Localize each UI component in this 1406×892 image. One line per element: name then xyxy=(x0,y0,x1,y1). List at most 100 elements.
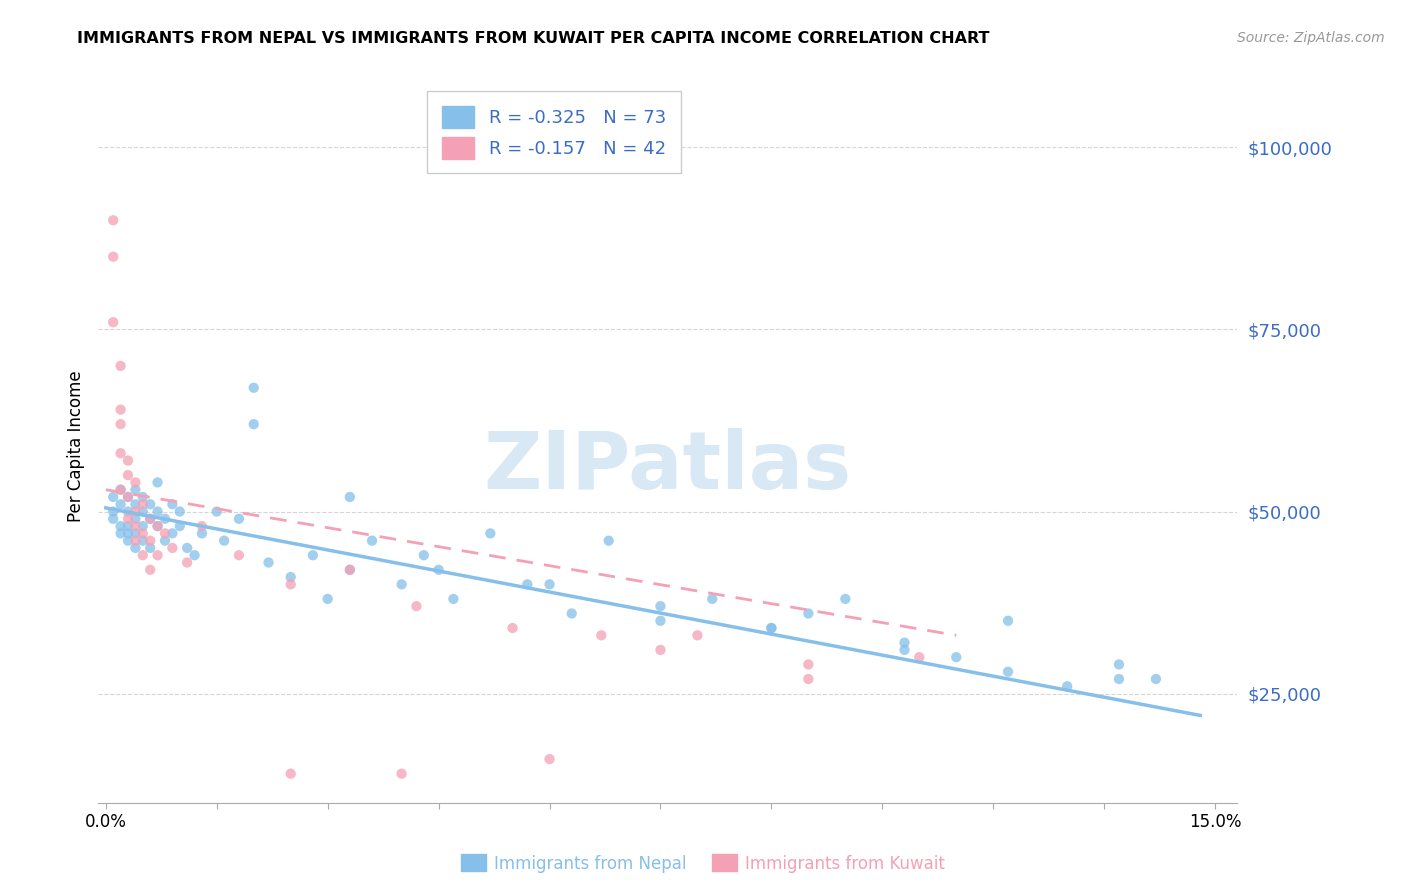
Point xyxy=(124,533,146,548)
Point xyxy=(103,490,125,504)
Point xyxy=(650,614,672,628)
Point xyxy=(132,504,155,518)
Point xyxy=(124,483,146,497)
Point xyxy=(124,504,146,518)
Point xyxy=(302,548,325,562)
Legend: Immigrants from Nepal, Immigrants from Kuwait: Immigrants from Nepal, Immigrants from K… xyxy=(454,847,952,880)
Text: IMMIGRANTS FROM NEPAL VS IMMIGRANTS FROM KUWAIT PER CAPITA INCOME CORRELATION CH: IMMIGRANTS FROM NEPAL VS IMMIGRANTS FROM… xyxy=(77,31,990,46)
Point xyxy=(908,650,931,665)
Point xyxy=(228,512,250,526)
Point xyxy=(997,614,1019,628)
Point xyxy=(117,468,139,483)
Point xyxy=(650,599,672,614)
Point xyxy=(797,672,820,686)
Point xyxy=(191,526,214,541)
Point xyxy=(797,657,820,672)
Point xyxy=(945,650,967,665)
Point xyxy=(153,512,176,526)
Point xyxy=(1108,657,1130,672)
Point xyxy=(316,591,339,606)
Point xyxy=(280,766,302,780)
Point xyxy=(139,497,162,511)
Point xyxy=(339,563,361,577)
Point xyxy=(339,490,361,504)
Point xyxy=(162,526,184,541)
Point xyxy=(479,526,502,541)
Point xyxy=(110,497,132,511)
Point xyxy=(117,453,139,467)
Point xyxy=(538,577,561,591)
Point xyxy=(761,621,783,635)
Point xyxy=(761,621,783,635)
Point xyxy=(538,752,561,766)
Point xyxy=(124,519,146,533)
Point xyxy=(146,504,169,518)
Point xyxy=(162,541,184,555)
Point xyxy=(132,548,155,562)
Point xyxy=(191,519,214,533)
Text: Source: ZipAtlas.com: Source: ZipAtlas.com xyxy=(1237,31,1385,45)
Point xyxy=(110,483,132,497)
Point xyxy=(280,570,302,584)
Point xyxy=(110,519,132,533)
Point xyxy=(103,504,125,518)
Point xyxy=(242,417,264,432)
Point xyxy=(361,533,384,548)
Point xyxy=(146,475,169,490)
Point xyxy=(176,541,198,555)
Point xyxy=(598,533,620,548)
Point xyxy=(124,475,146,490)
Point xyxy=(153,533,176,548)
Point xyxy=(176,556,198,570)
Point xyxy=(169,519,191,533)
Point xyxy=(117,533,139,548)
Point xyxy=(117,512,139,526)
Point xyxy=(139,533,162,548)
Text: ZIPatlas: ZIPatlas xyxy=(484,428,852,507)
Point xyxy=(502,621,524,635)
Point xyxy=(169,504,191,518)
Point xyxy=(117,504,139,518)
Point xyxy=(391,766,413,780)
Point xyxy=(117,490,139,504)
Point xyxy=(391,577,413,591)
Point xyxy=(1056,679,1078,693)
Point xyxy=(339,563,361,577)
Point xyxy=(117,526,139,541)
Point xyxy=(117,490,139,504)
Point xyxy=(146,548,169,562)
Point xyxy=(117,519,139,533)
Point xyxy=(124,512,146,526)
Point xyxy=(893,635,915,649)
Point xyxy=(797,607,820,621)
Point xyxy=(183,548,205,562)
Point xyxy=(702,591,724,606)
Point xyxy=(1144,672,1167,686)
Point xyxy=(516,577,538,591)
Point xyxy=(132,497,155,511)
Point xyxy=(139,541,162,555)
Point xyxy=(280,577,302,591)
Point xyxy=(405,599,427,614)
Point xyxy=(139,563,162,577)
Point xyxy=(162,497,184,511)
Point xyxy=(441,591,464,606)
Point xyxy=(834,591,856,606)
Point xyxy=(103,315,125,329)
Point xyxy=(205,504,228,518)
Point xyxy=(124,541,146,555)
Legend: R = -0.325   N = 73, R = -0.157   N = 42: R = -0.325 N = 73, R = -0.157 N = 42 xyxy=(427,91,681,173)
Point xyxy=(153,526,176,541)
Point xyxy=(110,526,132,541)
Y-axis label: Per Capita Income: Per Capita Income xyxy=(66,370,84,522)
Point xyxy=(591,628,613,642)
Point xyxy=(146,519,169,533)
Point xyxy=(110,359,132,373)
Point xyxy=(561,607,583,621)
Point xyxy=(110,483,132,497)
Point xyxy=(110,446,132,460)
Point xyxy=(132,533,155,548)
Point xyxy=(110,402,132,417)
Point xyxy=(139,512,162,526)
Point xyxy=(132,490,155,504)
